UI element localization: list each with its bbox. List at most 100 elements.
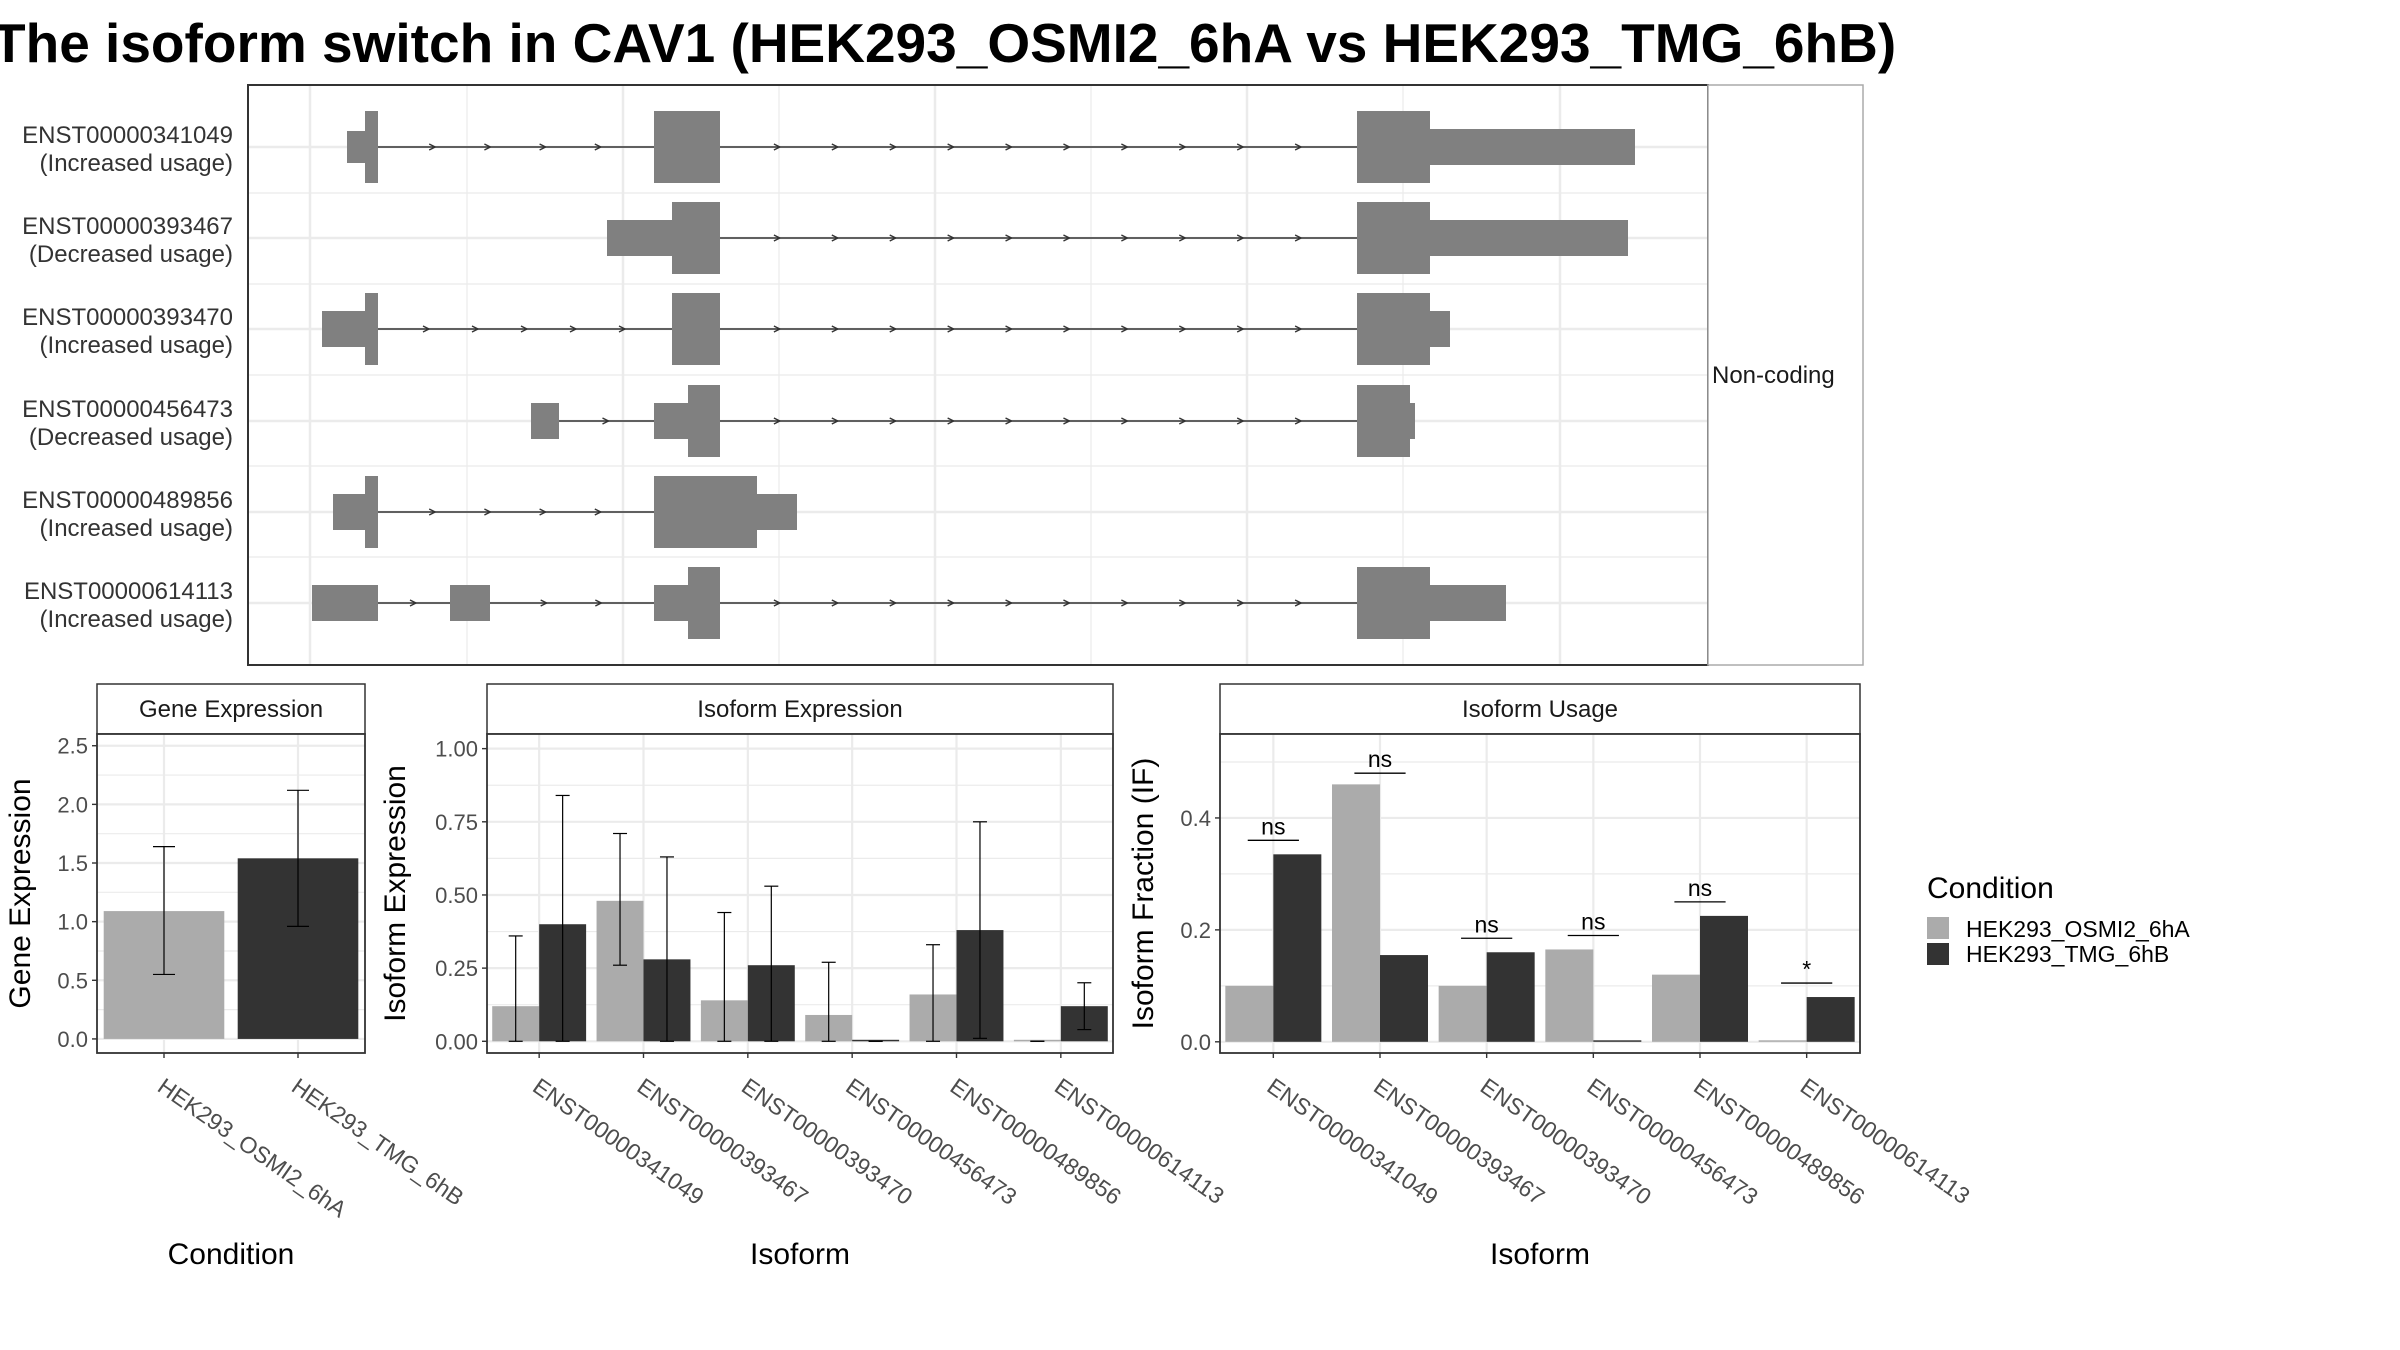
strand-arrow — [1294, 417, 1303, 425]
transcript-usage-label: (Decreased usage) — [29, 241, 233, 268]
x-tick-label: ENST00000393467 — [633, 1073, 813, 1210]
strand-arrow — [539, 143, 548, 151]
x-axis-title: Isoform — [1490, 1238, 1590, 1271]
y-tick-label: 1.00 — [435, 737, 478, 762]
bar — [1225, 985, 1274, 1042]
transcript-id-label: ENST00000393470 — [22, 304, 233, 331]
transcript-model — [312, 567, 1506, 639]
exon — [365, 476, 378, 548]
strand-arrow — [1178, 234, 1187, 242]
x-tick-label: ENST00000393467 — [1369, 1073, 1549, 1210]
bar — [1593, 1040, 1642, 1042]
strand-arrow — [1121, 599, 1129, 607]
y-tick-label: 1.5 — [57, 851, 88, 876]
strand-arrow — [947, 417, 956, 425]
transcript-usage-label: (Increased usage) — [40, 332, 233, 359]
strand-arrow — [947, 325, 956, 333]
strand-arrow — [889, 325, 898, 333]
strand-arrow — [1005, 325, 1014, 333]
exon — [1430, 311, 1450, 347]
strand-arrow — [773, 234, 782, 242]
strand-arrow — [1236, 234, 1245, 242]
bar — [1806, 997, 1855, 1042]
y-tick-label: 0.50 — [435, 883, 478, 908]
strand-arrow — [831, 143, 840, 151]
facet-strip — [486, 683, 1114, 735]
strand-arrow — [1178, 143, 1187, 151]
exon — [1357, 567, 1430, 639]
strand-arrow — [889, 599, 898, 607]
strand-arrow — [428, 508, 437, 516]
bar — [1273, 854, 1322, 1042]
strand-arrow — [1178, 599, 1187, 607]
transcript-usage-label: (Increased usage) — [40, 606, 233, 633]
strand-arrow — [889, 143, 898, 151]
exon — [688, 567, 720, 639]
y-axis-title: Isoform Expression — [379, 765, 412, 1022]
transcript-usage-label: (Increased usage) — [40, 515, 233, 542]
bar — [1545, 949, 1594, 1042]
y-tick-label: 0.00 — [435, 1029, 478, 1054]
bar — [1332, 784, 1380, 1042]
exon — [1357, 202, 1430, 274]
strand-arrow — [1063, 234, 1072, 242]
y-tick-label: 0.4 — [1180, 806, 1211, 831]
bar — [1380, 955, 1428, 1042]
strand-arrow — [1005, 599, 1014, 607]
strand-arrow — [520, 325, 529, 333]
transcript-id-label: ENST00000341049 — [22, 122, 233, 149]
strand-arrow — [539, 508, 548, 516]
strand-arrow — [889, 234, 898, 242]
bar — [1013, 1039, 1061, 1042]
panel-title: Isoform Expression — [697, 696, 902, 723]
panel-title: Isoform Usage — [1462, 696, 1618, 723]
isoform-usage-panel: Isoform Usage0.00.20.4ENST00000341049ENS… — [1127, 683, 1975, 1271]
strand-arrow — [1294, 599, 1303, 607]
exon — [347, 131, 365, 163]
bar — [1700, 915, 1748, 1042]
strand-arrow — [773, 143, 782, 151]
y-tick-label: 0.0 — [1180, 1030, 1211, 1055]
strand-arrow — [1063, 143, 1072, 151]
exon — [1357, 385, 1410, 457]
transcript-model — [347, 111, 1635, 183]
facet-label: Non-coding — [1712, 362, 1835, 389]
significance-label: ns — [1688, 875, 1712, 901]
x-tick-label: ENST00000489856 — [946, 1073, 1126, 1210]
exon — [654, 585, 688, 621]
bar — [1486, 952, 1535, 1042]
strand-arrow — [1121, 325, 1129, 333]
x-tick-label: ENST00000489856 — [1689, 1073, 1869, 1210]
legend-swatch-cond2 — [1927, 943, 1949, 965]
strand-arrow — [1063, 599, 1072, 607]
y-tick-label: 2.0 — [57, 792, 88, 817]
strand-arrow — [947, 143, 956, 151]
strand-arrow — [1121, 143, 1129, 151]
strand-arrow — [602, 417, 611, 425]
strand-arrow — [1005, 143, 1014, 151]
exon — [1430, 585, 1506, 621]
strand-arrow — [1236, 143, 1245, 151]
x-axis-title: Isoform — [750, 1238, 850, 1271]
y-tick-label: 0.75 — [435, 810, 478, 835]
strand-arrow — [569, 325, 578, 333]
strand-arrow — [595, 599, 603, 607]
exon — [654, 403, 688, 439]
transcript-id-label: ENST00000614113 — [24, 578, 233, 605]
strand-arrow — [471, 325, 480, 333]
transcript-id-label: ENST00000456473 — [22, 396, 233, 423]
exon — [333, 494, 365, 530]
significance-label: * — [1802, 956, 1811, 982]
transcript-model — [531, 385, 1415, 457]
y-axis-title: Gene Expression — [4, 778, 37, 1008]
exon — [1410, 403, 1415, 439]
x-tick-label: ENST00000614113 — [1050, 1073, 1229, 1209]
strand-arrow — [1063, 325, 1072, 333]
exon — [672, 293, 720, 365]
y-tick-label: 0.0 — [57, 1027, 88, 1052]
strand-arrow — [594, 143, 603, 151]
strand-arrow — [484, 143, 492, 151]
figure-title: The isoform switch in CAV1 (HEK293_OSMI2… — [0, 12, 1896, 74]
significance-label: ns — [1368, 746, 1392, 772]
exon — [365, 293, 378, 365]
